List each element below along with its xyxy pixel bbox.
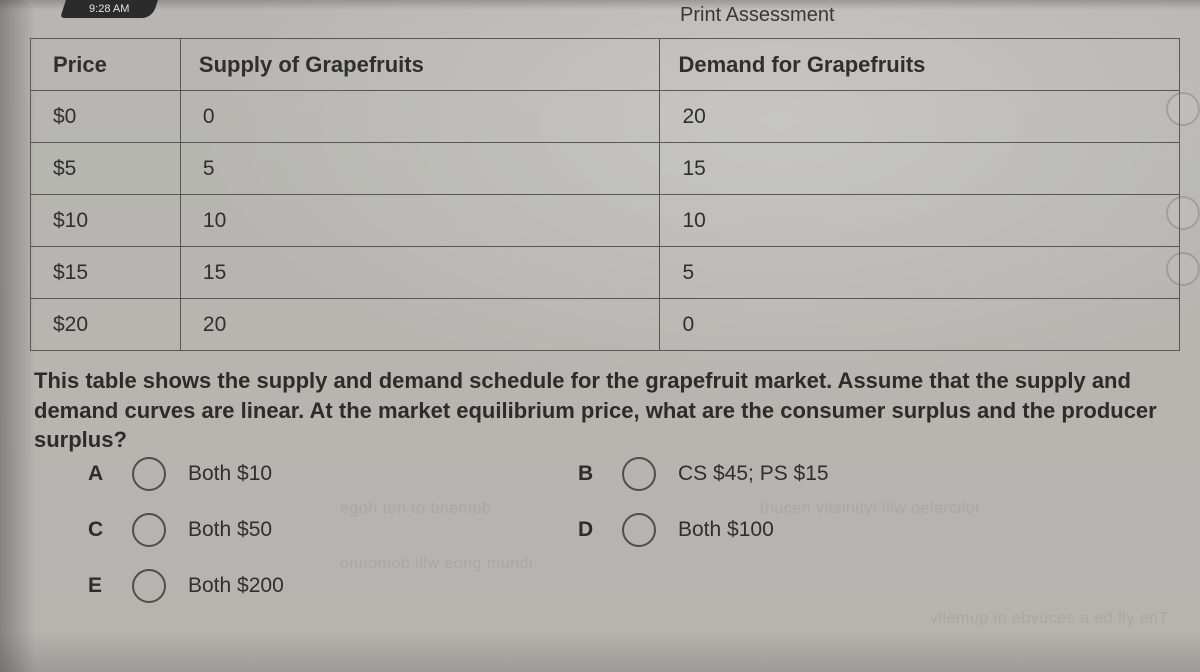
- cell-price: $15: [31, 247, 181, 299]
- radio-icon[interactable]: [132, 569, 166, 603]
- table-row: $20 20 0: [31, 299, 1180, 351]
- answer-option-a[interactable]: A Both $10: [88, 457, 578, 491]
- answer-grid: A Both $10 B CS $45; PS $15 C Both $50 D…: [88, 446, 1098, 614]
- cell-supply: 0: [180, 91, 660, 143]
- radio-icon[interactable]: [622, 457, 656, 491]
- cell-demand: 15: [660, 143, 1180, 195]
- cell-price: $20: [31, 299, 181, 351]
- answer-label: CS $45; PS $15: [678, 462, 829, 486]
- ghost-radio-icon: [1166, 92, 1200, 126]
- cell-supply: 20: [180, 299, 660, 351]
- table-row: $15 15 5: [31, 247, 1180, 299]
- clock-time: 9:28 AM: [89, 3, 129, 15]
- answer-option-e[interactable]: E Both $200: [88, 569, 578, 603]
- header-price: Price: [31, 39, 181, 91]
- radio-icon[interactable]: [132, 457, 166, 491]
- table-row: $10 10 10: [31, 195, 1180, 247]
- ghost-radio-icon: [1166, 196, 1200, 230]
- answer-label: Both $50: [188, 518, 272, 542]
- question-text: This table shows the supply and demand s…: [34, 366, 1166, 455]
- answer-label: Both $10: [188, 462, 272, 486]
- answer-option-d[interactable]: D Both $100: [578, 513, 1098, 547]
- cell-supply: 5: [180, 143, 660, 195]
- answer-letter: A: [88, 462, 110, 486]
- answer-label: Both $200: [188, 574, 284, 598]
- table-row: $0 0 20: [31, 91, 1180, 143]
- clock-tab: 9:28 AM: [60, 0, 160, 18]
- cell-demand: 0: [660, 299, 1180, 351]
- header-supply: Supply of Grapefruits: [180, 39, 660, 91]
- answer-letter: E: [88, 574, 110, 598]
- ghost-radio-icon: [1166, 252, 1200, 286]
- answer-letter: D: [578, 518, 600, 542]
- table-row: $5 5 15: [31, 143, 1180, 195]
- radio-icon[interactable]: [622, 513, 656, 547]
- radio-icon[interactable]: [132, 513, 166, 547]
- page-title: Print Assessment: [680, 4, 835, 27]
- cell-demand: 5: [660, 247, 1180, 299]
- header-demand: Demand for Grapefruits: [660, 39, 1180, 91]
- cell-supply: 10: [180, 195, 660, 247]
- cell-supply: 15: [180, 247, 660, 299]
- supply-demand-table: Price Supply of Grapefruits Demand for G…: [30, 38, 1180, 351]
- table-header-row: Price Supply of Grapefruits Demand for G…: [31, 39, 1180, 91]
- answer-option-c[interactable]: C Both $50: [88, 513, 578, 547]
- answer-option-b[interactable]: B CS $45; PS $15: [578, 457, 1098, 491]
- cell-price: $10: [31, 195, 181, 247]
- answer-label: Both $100: [678, 518, 774, 542]
- cell-demand: 20: [660, 91, 1180, 143]
- cell-demand: 10: [660, 195, 1180, 247]
- answer-letter: B: [578, 462, 600, 486]
- answer-letter: C: [88, 518, 110, 542]
- cell-price: $5: [31, 143, 181, 195]
- cell-price: $0: [31, 91, 181, 143]
